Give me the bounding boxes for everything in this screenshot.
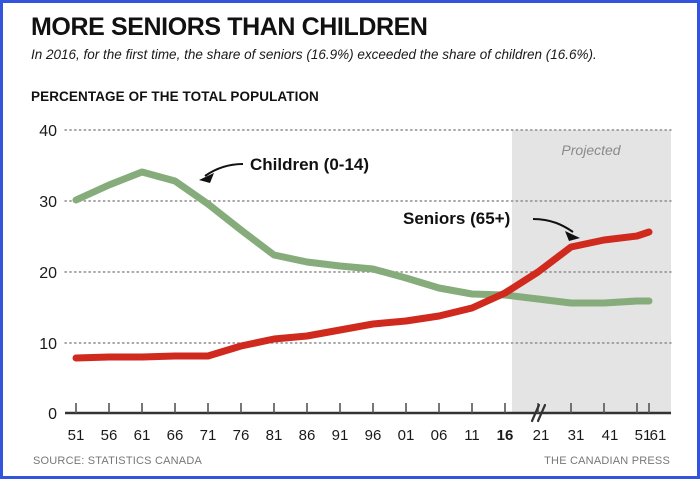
seniors-callout-arrow: [532, 218, 574, 233]
x-tick-label: 41: [602, 427, 619, 444]
page-title: MORE SENIORS THAN CHILDREN: [31, 13, 428, 41]
series-line-seniors: [72, 228, 653, 362]
x-tick-label: 56: [101, 427, 118, 444]
children-callout-arrowhead: [199, 173, 214, 183]
x-tick-label: 61: [134, 427, 151, 444]
x-tick-label: 21: [533, 427, 550, 444]
x-tick-label: 51: [68, 427, 85, 444]
chart-axis-title: PERCENTAGE OF THE TOTAL POPULATION: [31, 89, 319, 104]
y-axis-labels: 40 30 20 10 0: [39, 123, 57, 423]
y-tick-label: 40: [39, 123, 57, 140]
x-tick-label: 91: [332, 427, 349, 444]
publisher-credit: THE CANADIAN PRESS: [544, 455, 670, 467]
y-tick-label: 20: [39, 265, 57, 282]
x-tick-label-highlighted: 16: [497, 427, 514, 444]
axis-break-mark: [530, 403, 547, 423]
axis-break-stroke: [530, 403, 541, 423]
y-tick-label: 30: [39, 194, 57, 211]
x-tick-label: 96: [365, 427, 382, 444]
seniors-callout-arrowhead: [565, 231, 580, 241]
axis-break-stroke: [536, 403, 547, 423]
x-tick-label: 86: [299, 427, 316, 444]
x-tick-label: 01: [398, 427, 415, 444]
series-line-children: [72, 168, 653, 307]
children-series-label: Children (0-14): [250, 155, 369, 174]
children-callout-arrow: [204, 163, 244, 177]
y-tick-label: 10: [39, 336, 57, 353]
x-tick-label: 06: [431, 427, 448, 444]
x-tick-label: 66: [167, 427, 184, 444]
seniors-series-label: Seniors (65+): [403, 209, 510, 228]
x-tick-label: 76: [233, 427, 250, 444]
x-tick-label: 81: [266, 427, 283, 444]
x-tick-label: 71: [200, 427, 217, 444]
x-tick-label: 31: [568, 427, 585, 444]
projected-region-label: Projected: [561, 142, 621, 158]
x-axis-labels: 51 56 61 66 71 76 81 86 91 96 01 06 11 1…: [68, 427, 667, 444]
source-credit: SOURCE: STATISTICS CANADA: [33, 455, 203, 467]
x-tick-label: 61: [650, 427, 667, 444]
x-tick-label: 11: [464, 427, 480, 444]
subtitle: In 2016, for the first time, the share o…: [31, 47, 597, 62]
line-chart: 40 30 20 10 0: [39, 123, 672, 444]
infographic-inner: MORE SENIORS THAN CHILDREN In 2016, for …: [3, 3, 697, 476]
x-tick-label: 51: [635, 427, 652, 444]
y-tick-label: 0: [48, 406, 57, 423]
